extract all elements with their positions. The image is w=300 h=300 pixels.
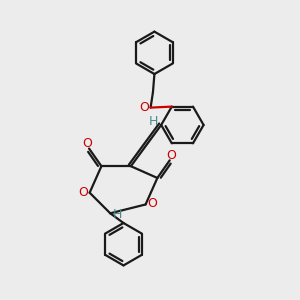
Text: O: O — [139, 101, 149, 114]
Text: H: H — [148, 115, 158, 128]
Text: O: O — [166, 148, 176, 161]
Text: O: O — [78, 186, 88, 199]
Text: O: O — [82, 137, 92, 150]
Text: O: O — [147, 197, 157, 210]
Text: H: H — [113, 208, 122, 221]
